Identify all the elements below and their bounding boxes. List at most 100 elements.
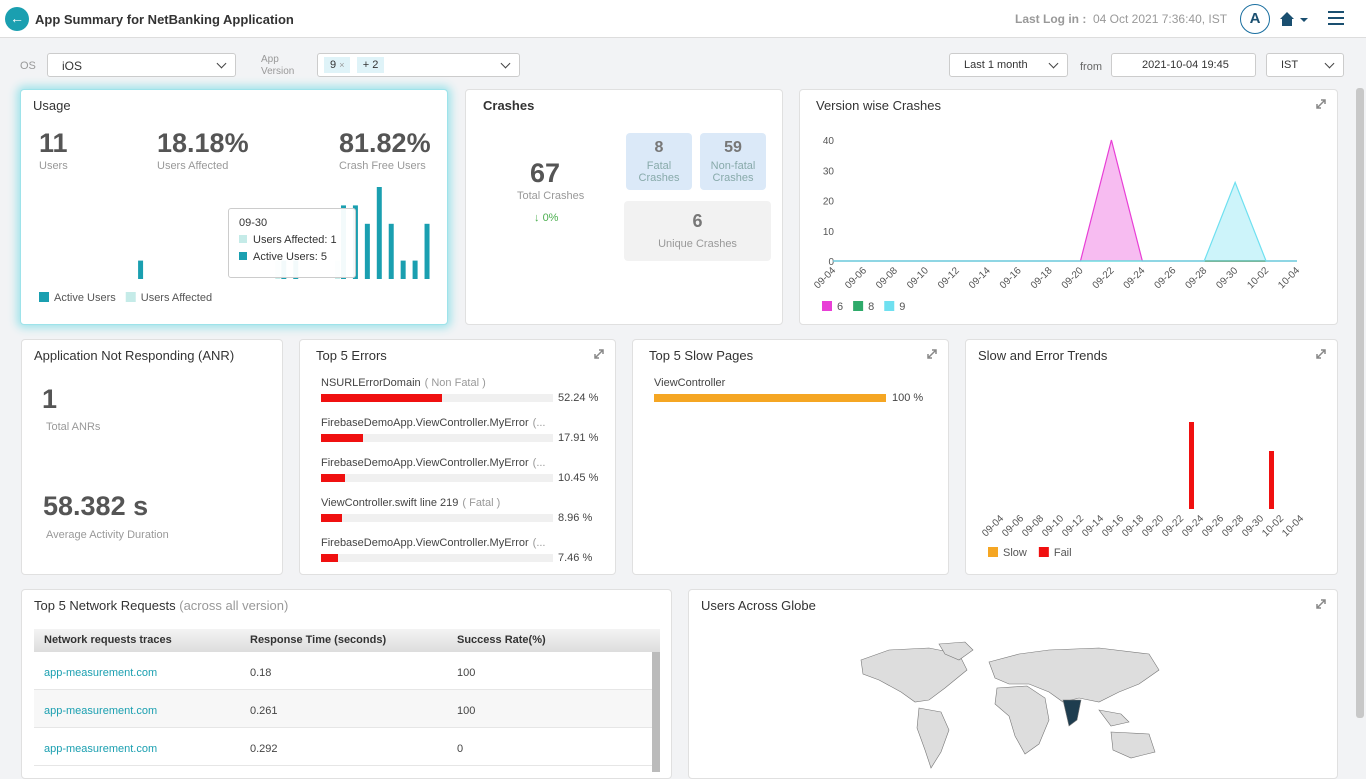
header-cell: Success Rate(%) (457, 634, 546, 646)
nonfatal-label: Non-fatal Crashes (710, 160, 756, 184)
x-tick-label: 09-20 (1060, 265, 1086, 291)
tooltip: 09-30 Users Affected: 1 Active Users: 5 (228, 208, 356, 278)
tooltip-active: Active Users: 5 (253, 251, 327, 263)
table-row: app-measurement.com 0.18 100 (34, 652, 652, 690)
x-tick-label: 09-10 (905, 265, 931, 291)
anr-duration: 58.382 s (43, 491, 149, 521)
expand-icon[interactable] (926, 348, 938, 360)
bar (321, 434, 363, 442)
subtitle: (across all version) (179, 598, 289, 613)
x-tick-label: 09-06 (843, 265, 869, 291)
expand-icon[interactable] (593, 348, 605, 360)
version-chip[interactable]: 9 × (324, 57, 351, 73)
header-cell: Network requests traces (44, 634, 172, 646)
value-label: 8.96 % (558, 512, 593, 524)
legend-label: Users Affected (141, 292, 212, 304)
bar (1189, 422, 1194, 509)
legend-swatch (822, 301, 832, 311)
item-tag: (... (532, 537, 546, 549)
item-tag: ( Fatal ) (462, 497, 501, 509)
range-select[interactable]: Last 1 month (949, 53, 1068, 77)
tooltip-affected: Users Affected: 1 (253, 234, 337, 246)
change-value: 0% (542, 212, 559, 224)
from-date[interactable]: 2021-10-04 19:45 (1111, 53, 1256, 77)
crashes-card: Crashes 67 Total Crashes ↓ 0% 8 Fatal Cra… (465, 89, 783, 325)
legend-swatch (125, 292, 136, 302)
expand-icon[interactable] (1315, 98, 1327, 110)
x-tick-label: 10-02 (1260, 513, 1286, 539)
hamburger-menu[interactable] (1328, 10, 1346, 26)
version-more[interactable]: + 2 (356, 57, 385, 73)
x-tick-label: 09-26 (1153, 265, 1179, 291)
top-bar: ← App Summary for NetBanking Application… (0, 0, 1366, 38)
y-tick-label: 40 (823, 136, 835, 147)
table-cell: 100 (457, 705, 476, 717)
stat-label: Crash Free Users (339, 160, 426, 172)
version-select[interactable]: 9 × + 2 (317, 53, 520, 77)
card-title: Top 5 Errors (316, 348, 387, 363)
back-button[interactable]: ← (5, 7, 29, 31)
stat-label: Users (39, 160, 68, 172)
unique-value: 6 (692, 211, 703, 231)
bar (138, 260, 144, 279)
x-tick-label: 09-16 (1100, 513, 1126, 539)
card-title: Application Not Responding (ANR) (34, 348, 235, 363)
scrollbar[interactable] (1356, 88, 1364, 718)
item-name: NSURLErrorDomain( Non Fatal ) (321, 377, 486, 389)
item-label: FirebaseDemoApp.ViewController.MyError (321, 457, 529, 469)
slow-pages-card: Top 5 Slow Pages ViewController 100 % (632, 339, 949, 575)
value-label: 10.45 % (558, 472, 599, 484)
usage-card[interactable]: Usage 11 Users 18.18% Users Affected 81.… (20, 89, 448, 325)
legend-label: Active Users (54, 292, 116, 304)
x-tick-label: 09-12 (936, 265, 962, 291)
series-line (833, 180, 1297, 262)
legend-label: Slow (1003, 547, 1027, 559)
x-tick-label: 09-14 (967, 265, 993, 291)
unique-box: 6 Unique Crashes (624, 201, 771, 261)
card-title: Crashes (483, 98, 535, 113)
trends-chart: 09-0409-0609-0809-1009-1209-1409-1609-18… (980, 422, 1306, 559)
stat-value: 11 (39, 128, 68, 158)
stat-value: 81.82% (339, 128, 431, 158)
table-cell: 0.18 (250, 667, 272, 679)
from-value: 2021-10-04 19:45 (1142, 59, 1229, 71)
bar (321, 394, 443, 402)
network-card: Top 5 Network Requests (across all versi… (21, 589, 672, 779)
table-header: Network requests traces Response Time (s… (34, 629, 660, 652)
legend-label: 6 (837, 301, 843, 313)
unique-label: Unique Crashes (658, 238, 737, 250)
table-cell: 100 (457, 667, 476, 679)
card-title: Top 5 Slow Pages (649, 348, 754, 363)
expand-icon[interactable] (1315, 348, 1327, 360)
x-tick-label: 09-18 (1120, 513, 1146, 539)
x-tick-label: 09-06 (1000, 513, 1026, 539)
item-label: NSURLErrorDomain (321, 377, 421, 389)
home-menu[interactable] (1278, 10, 1314, 28)
bar (388, 223, 394, 279)
fatal-value: 8 (654, 139, 664, 156)
last-login: 04 Oct 2021 7:36:40, IST (1093, 12, 1228, 26)
table-cell: 0.261 (250, 705, 278, 717)
legend-label: Fail (1054, 547, 1072, 559)
errors-card: Top 5 Errors NSURLErrorDomain( Non Fatal… (299, 339, 616, 575)
item-name: FirebaseDemoApp.ViewController.MyError (.… (321, 457, 546, 469)
bar (321, 554, 339, 562)
expand-icon[interactable] (1315, 598, 1327, 610)
avatar[interactable]: A (1240, 4, 1270, 34)
y-tick-label: 0 (828, 257, 834, 268)
anr-card: Application Not Responding (ANR) 1 Total… (21, 339, 283, 575)
x-tick-label: 09-08 (874, 265, 900, 291)
trends-card: Slow and Error Trends 09-04 09-06 09-08 09-… (965, 339, 1338, 575)
stat-value: 18.18% (157, 128, 249, 158)
total-crashes: 67 (530, 158, 561, 188)
bar-track (321, 434, 553, 442)
title-text: Top 5 Network Requests (34, 598, 176, 613)
tooltip-date: 09-30 (239, 217, 268, 229)
table-scrollbar[interactable] (652, 652, 660, 772)
bar (412, 260, 418, 279)
legend-swatch (39, 292, 49, 302)
timezone-select[interactable]: IST (1266, 53, 1344, 77)
os-select[interactable]: iOS (47, 53, 236, 77)
